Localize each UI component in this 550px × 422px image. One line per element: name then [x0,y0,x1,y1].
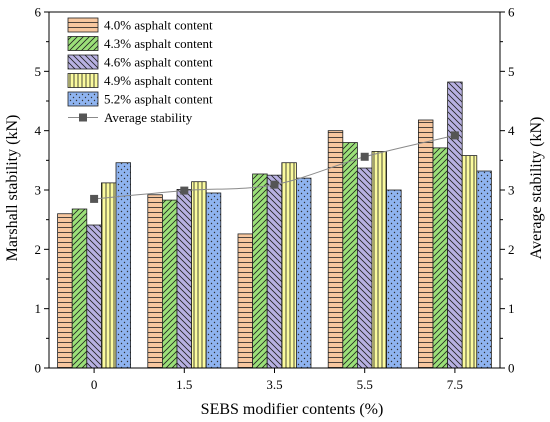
bar-series-2-cat-3 [252,173,268,369]
bar-series-2-cat-4 [342,142,358,369]
bar-series-4-cat-3 [281,162,297,369]
legend-swatch-2 [67,36,99,51]
axes-layer: 0 0 1 1 2 2 3 3 4 4 5 5 6 6 0 1.5 3.5 5.5 7.5 [35,5,516,393]
y-tick-label: 6 [35,5,42,20]
bar-series-3-cat-2 [176,189,193,369]
average-marker-3 [270,180,279,189]
bar-series-5-cat-2 [205,192,222,369]
bar-series-5-cat-5 [476,170,492,369]
bar-series-1-cat-3 [237,233,254,369]
legend-label-3: 4.6% asphalt content [104,55,213,70]
legend-swatch-5 [67,91,99,107]
bar-series-4-cat-2 [191,181,207,369]
bar-series-3-cat-4 [356,167,373,369]
average-marker-4 [360,152,369,161]
x-tick-label: 0 [91,377,98,392]
x-tick-label: 7.5 [447,377,463,392]
y-axis-title: Marshall stability (kN) [4,115,21,262]
bar-series-3-cat-3 [266,174,283,369]
bar-series-5-cat-1 [115,162,132,369]
y-tick-label: 3 [35,183,42,198]
y2-axis-title: Average stability (kN) [528,117,545,260]
legend-label-5: 5.2% asphalt content [104,92,213,107]
average-line-layer [90,131,459,203]
average-marker-1 [90,194,99,203]
y2-tick-label: 1 [508,301,515,316]
y-tick-label: 5 [35,64,42,79]
legend-label-1: 4.0% asphalt content [104,18,213,33]
legend-swatch-4 [67,73,99,88]
y-tick-label: 4 [35,123,42,138]
x-tick-label: 3.5 [266,377,282,392]
bars-layer [57,81,492,369]
y2-tick-label: 6 [508,5,515,20]
x-tick-label: 1.5 [176,377,192,392]
y2-tick-label: 5 [508,64,515,79]
y2-tick-label: 2 [508,242,515,257]
bar-series-4-cat-1 [101,182,117,369]
y-tick-label: 1 [35,301,42,316]
legend-label-4: 4.9% asphalt content [104,73,213,88]
bar-series-1-cat-1 [57,213,73,369]
average-marker-2 [180,186,189,195]
bar-series-2-cat-2 [161,199,178,369]
legend-label-average: Average stability [104,110,193,125]
bar-series-2-cat-5 [432,147,449,369]
legend-swatch-1 [67,17,99,33]
y2-tick-label: 0 [508,361,515,376]
bar-series-1-cat-2 [147,194,163,369]
y-tick-label: 0 [35,361,42,376]
legend-swatch-3 [67,54,99,70]
x-tick-label: 5.5 [357,377,373,392]
legend: 4.0% asphalt content 4.3% asphalt content… [67,17,213,125]
bar-series-3-cat-1 [86,224,102,369]
y-tick-label: 2 [35,242,42,257]
average-marker-5 [450,131,459,140]
bar-series-3-cat-5 [447,81,463,369]
bar-series-4-cat-4 [371,151,388,369]
bar-series-5-cat-3 [295,177,312,369]
bar-series-2-cat-1 [71,208,88,369]
x-axis-title: SEBS modifier contents (%) [201,401,384,418]
y2-tick-label: 4 [508,123,515,138]
bar-series-1-cat-5 [417,119,434,369]
y2-tick-label: 3 [508,183,515,198]
bar-series-5-cat-4 [386,189,402,369]
legend-label-2: 4.3% asphalt content [104,36,213,51]
legend-line-marker [79,113,87,122]
bar-series-4-cat-5 [461,155,478,369]
